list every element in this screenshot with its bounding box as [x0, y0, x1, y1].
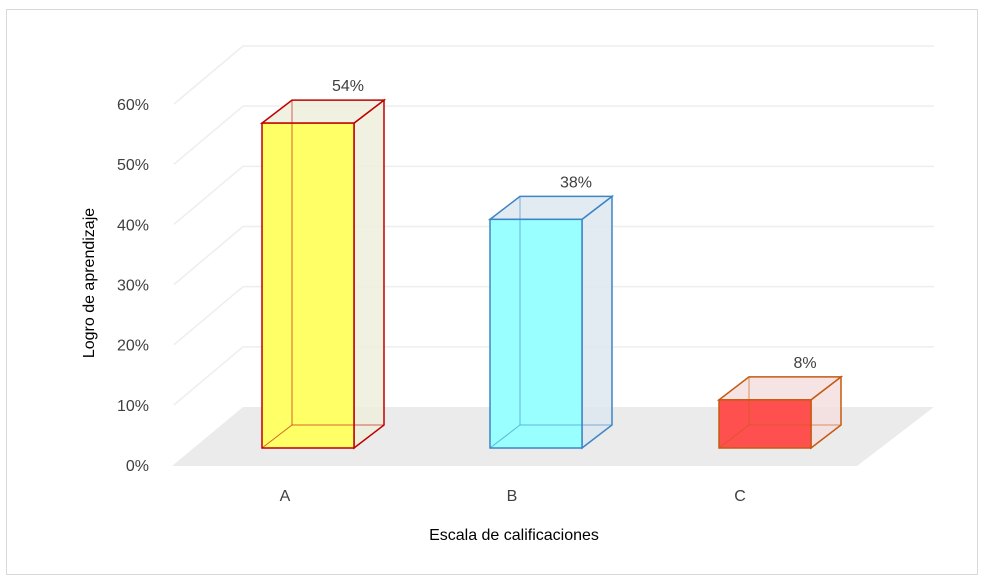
y-axis-ticks: 0% 10% 20% 30% 40% 50% 60%	[117, 97, 149, 475]
gridline-diagonal	[173, 346, 244, 406]
y-tick-label: 10%	[117, 398, 149, 415]
x-tick-label: B	[507, 488, 518, 505]
bar-C	[716, 375, 844, 450]
bar-A	[259, 98, 387, 450]
bar-front-face	[489, 218, 583, 449]
x-tick-label: A	[280, 488, 291, 505]
bar-front-face	[261, 122, 355, 449]
y-axis-title: Logro de aprendizaje	[81, 208, 98, 358]
bars	[259, 98, 844, 450]
data-label-A: 54%	[332, 78, 364, 95]
y-tick-label: 50%	[117, 157, 149, 174]
gridline-diagonal	[173, 225, 244, 286]
data-label-C: 8%	[793, 355, 816, 372]
x-axis-title: Escala de calificaciones	[429, 527, 599, 544]
y-tick-label: 0%	[126, 458, 149, 475]
y-tick-label: 60%	[117, 97, 149, 114]
x-tick-label: C	[734, 488, 746, 505]
data-labels: 54% 38% 8%	[332, 78, 817, 372]
gridline-diagonal	[173, 165, 244, 225]
x-axis-ticks: A B C	[280, 488, 746, 505]
y-tick-label: 20%	[117, 338, 149, 355]
gridline-diagonal	[173, 45, 244, 105]
bar-side-face	[581, 194, 613, 450]
y-tick-label: 40%	[117, 217, 149, 234]
y-tick-label: 30%	[117, 278, 149, 295]
bar-front-face	[718, 399, 812, 449]
data-label-B: 38%	[560, 174, 592, 191]
bar-B	[487, 194, 615, 450]
gridline-diagonal	[173, 105, 244, 165]
gridline-diagonal	[173, 286, 244, 346]
bar-side-face	[353, 98, 385, 450]
